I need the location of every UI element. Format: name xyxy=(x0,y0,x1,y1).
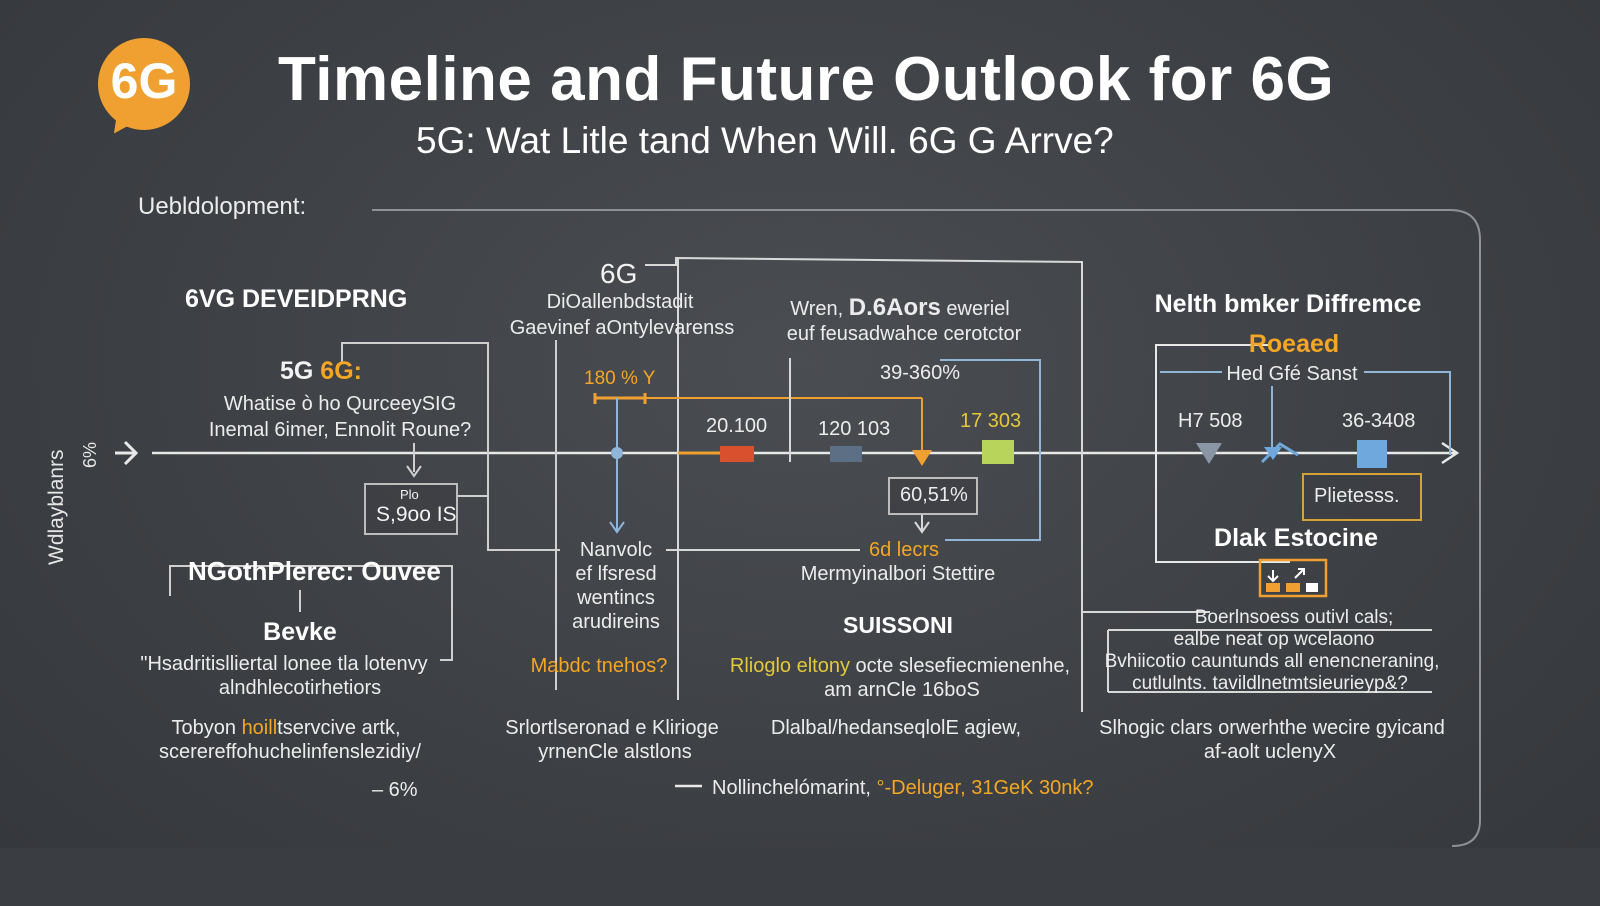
left-5g-6g: 5G 6G: xyxy=(280,357,362,385)
page-title: Timeline and Future Outlook for 6G xyxy=(278,45,1335,114)
left-bevke: Bevke xyxy=(263,618,337,646)
left-quote1: "Hsadritislliertal lonee tla lotenvy xyxy=(140,653,428,675)
left-line2: Whatise ò ho QurceeySIG xyxy=(223,393,457,415)
left-pct: – 6% xyxy=(372,779,418,801)
left-subheading: NGothPlerec: Ouvee xyxy=(188,556,441,586)
right-sub: Hed Gfé Sanst xyxy=(1226,363,1358,385)
right-orange: Roeaed xyxy=(1248,330,1340,358)
center-pct: 39-360% xyxy=(880,362,961,384)
left-foot1: Tobyon hoilltservcive artk, xyxy=(171,717,401,739)
right-heading2: Dlak Estocine xyxy=(1214,524,1378,552)
left-foot2: scerereffohuchelinfenslezidiy/ xyxy=(158,741,422,763)
center-orange-label: 6d lecrs xyxy=(868,539,940,561)
center-line3: Rlioglo eltony octe slesefiecmienenhe, xyxy=(729,655,1071,677)
center-line1: Wren, D.6Aors eweriel xyxy=(790,294,1010,321)
badge-text: 6G xyxy=(110,53,178,109)
left-heading: 6VG DEVEIDPRNG xyxy=(185,285,408,313)
center-caption: Mermyinalbori Stettire xyxy=(800,563,996,585)
right-heading: Nelth bmker Diffremce xyxy=(1154,290,1422,318)
mid-label-a1: Nanvolc xyxy=(579,539,653,561)
mid-question: Mabdc tnehos? xyxy=(530,655,668,677)
mid-line2: Gaevinef aOntylevarenss xyxy=(509,317,735,339)
mid-label-a4: arudireins xyxy=(572,611,660,633)
bottom-band xyxy=(0,848,1600,906)
left-quote2: alndhlecotirhetiors xyxy=(218,677,382,699)
side-label-pct: 6% xyxy=(80,441,100,468)
right-box: Plietesss. xyxy=(1302,473,1422,521)
center-heading2: SUISSONI xyxy=(843,612,953,638)
center-foot1: Dlalbal/hedanseqlolE agiew, xyxy=(770,717,1022,739)
left-line3: Inemal 6imer, Ennolit Roune? xyxy=(208,419,472,441)
mid-foot2: yrnenCle alstlons xyxy=(538,741,692,763)
right-text1: Boerlnsoess outivl cals; xyxy=(1194,607,1394,628)
left-value-box: Plo S,9oo IS xyxy=(364,483,458,535)
right-text4: cutlulnts. tavildlnetmtsieurieyp&? xyxy=(1132,673,1408,694)
page-subtitle: 5G: Wat Litle tand When Will. 6G G Arrve… xyxy=(416,120,1114,161)
center-line2: euf feusadwahce cerotctor xyxy=(786,323,1022,345)
mid-label-a2: ef lfsresd xyxy=(575,563,657,585)
section-label: Uebldolopment: xyxy=(138,193,307,220)
right-foot2: af-aolt uclenyX xyxy=(1203,741,1337,763)
mid-heading: 6G xyxy=(600,258,638,289)
right-foot1: Slhogic clars orwerhthe wecire gyicand xyxy=(1099,717,1445,739)
mid-pct-label: 180 % Y xyxy=(584,368,656,389)
right-val-a: H7 508 xyxy=(1178,410,1243,432)
center-val-b: 120 103 xyxy=(818,418,891,440)
right-val-b: 36-3408 xyxy=(1342,410,1416,432)
mid-foot1: Srlortlseronad e Klirioge xyxy=(505,717,719,739)
center-value-box: 60,51% xyxy=(888,477,978,515)
side-label: Wdlayblanrs xyxy=(45,449,68,565)
mid-label-a3: wentincs xyxy=(577,587,655,609)
right-text3: Bvhiicotio cauntunds all enencneraning, xyxy=(1104,651,1440,672)
center-line4: am arnCle 16boS xyxy=(824,679,980,701)
right-text2: ealbe neat op wcelaono xyxy=(1173,629,1375,650)
logo-badge xyxy=(98,38,190,130)
center-bottom: Nollinchelómarint, °-Deluger, 31GeK 30nk… xyxy=(712,777,1094,799)
center-val-c: 17 303 xyxy=(960,410,1022,432)
mid-line1: DiOallenbdstadit xyxy=(546,291,694,313)
center-val-a: 20.100 xyxy=(706,415,768,437)
